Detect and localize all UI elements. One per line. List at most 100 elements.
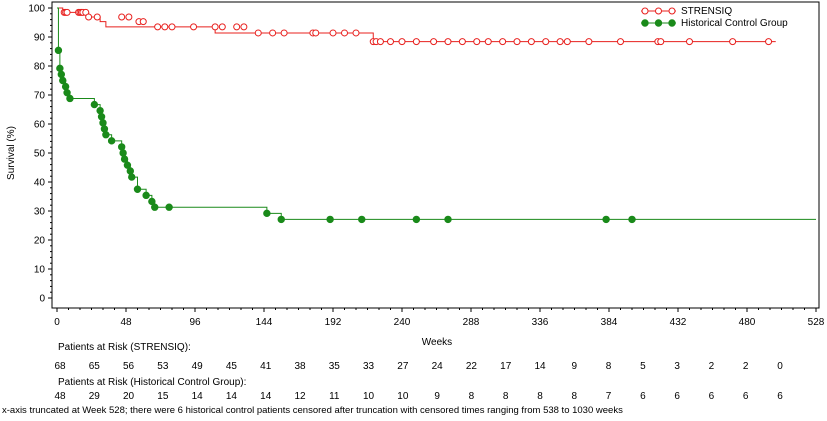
series-layer <box>54 7 816 224</box>
data-point <box>63 88 71 97</box>
x-tick-label: 0 <box>54 317 60 328</box>
axes: 0 10 20 30 40 50 60 70 80 90 100 0 48 96 144 192 240 288 3… <box>28 1 825 328</box>
data-point <box>102 131 110 139</box>
data-point <box>341 29 348 37</box>
risk-count-control: 14 <box>260 391 272 402</box>
x-tick-label: 96 <box>189 317 201 328</box>
data-point <box>59 76 67 85</box>
risk-count-strensiq: 14 <box>534 361 546 372</box>
data-point <box>263 209 271 218</box>
y-tick-label: 50 <box>34 149 46 160</box>
data-point <box>444 38 452 46</box>
risk-count-strensiq: 27 <box>397 361 409 372</box>
x-tick-label: 528 <box>808 317 825 328</box>
data-point <box>563 38 571 46</box>
data-point <box>254 29 262 37</box>
x-tick-label: 384 <box>601 317 618 328</box>
data-point <box>765 38 773 46</box>
data-point <box>358 215 366 224</box>
data-point <box>398 38 406 46</box>
data-point <box>686 38 693 46</box>
risk-count-control: 6 <box>777 391 783 402</box>
data-point <box>117 143 126 151</box>
risk-count-control: 15 <box>157 391 169 402</box>
risk-count-strensiq: 3 <box>674 361 680 372</box>
data-point <box>218 23 226 31</box>
data-point <box>280 29 288 37</box>
data-point <box>126 167 135 175</box>
data-point <box>585 38 593 46</box>
data-point <box>123 161 132 169</box>
data-point <box>148 197 156 206</box>
risk-title-control: Patients at Risk (Historical Control Gro… <box>58 377 246 388</box>
data-point <box>190 23 198 31</box>
data-point <box>240 23 248 31</box>
data-point <box>312 29 320 37</box>
data-point <box>329 29 337 37</box>
x-tick-label: 192 <box>325 317 342 328</box>
data-point <box>120 155 129 163</box>
data-point <box>142 191 150 200</box>
x-tick-label: 336 <box>532 317 549 328</box>
risk-count-control: 29 <box>89 391 101 402</box>
y-tick-label: 10 <box>34 265 46 276</box>
data-point <box>513 38 521 46</box>
data-point <box>277 215 285 224</box>
risk-count-strensiq: 8 <box>606 361 612 372</box>
legend-item-control: Historical Control Group <box>641 18 788 29</box>
data-point <box>54 46 63 55</box>
data-point <box>96 106 104 115</box>
risk-count-control: 20 <box>123 391 135 402</box>
risk-count-strensiq: 24 <box>432 361 444 372</box>
data-point <box>154 23 162 31</box>
risk-count-control: 12 <box>294 391 306 402</box>
data-point <box>57 70 66 79</box>
y-tick-label: 40 <box>34 178 46 189</box>
data-point <box>499 38 507 46</box>
risk-count-control: 6 <box>674 391 680 402</box>
risk-count-control: 7 <box>606 391 612 402</box>
y-tick-label: 0 <box>39 294 45 305</box>
footnote: x-axis truncated at Week 528; there were… <box>2 405 623 416</box>
data-point <box>97 113 106 121</box>
data-point <box>352 29 360 37</box>
legend-label-control: Historical Control Group <box>681 18 788 29</box>
data-point <box>458 38 466 46</box>
risk-count-control: 8 <box>503 391 509 402</box>
data-point <box>118 13 126 21</box>
data-point <box>133 185 142 193</box>
y-tick-label: 70 <box>34 91 46 102</box>
risk-count-strensiq: 38 <box>294 361 306 372</box>
data-point <box>85 13 93 21</box>
risk-count-control: 14 <box>192 391 204 402</box>
x-tick-label: 48 <box>120 317 132 328</box>
data-point <box>139 18 147 26</box>
data-point <box>211 23 219 31</box>
y-tick-label: 30 <box>34 207 46 218</box>
risk-count-strensiq: 2 <box>709 361 715 372</box>
data-point <box>93 13 101 21</box>
y-tick-label: 80 <box>34 62 46 73</box>
data-point <box>168 23 176 31</box>
data-point <box>602 215 610 224</box>
data-point <box>63 8 71 16</box>
risk-count-strensiq: 35 <box>329 361 341 372</box>
risk-count-strensiq: 5 <box>640 361 646 372</box>
data-point <box>412 215 421 224</box>
risk-count-strensiq: 22 <box>466 361 478 372</box>
risk-count-strensiq: 0 <box>777 361 783 372</box>
y-tick-label: 60 <box>34 120 46 131</box>
data-point <box>125 13 133 21</box>
risk-title-strensiq: Patients at Risk (STRENSIQ): <box>58 342 191 353</box>
data-point <box>527 38 535 46</box>
legend-item-strensiq: STRENSIQ <box>641 6 732 17</box>
data-point <box>61 82 70 91</box>
data-point <box>119 149 127 157</box>
risk-count-control: 6 <box>743 391 749 402</box>
risk-count-control: 8 <box>469 391 475 402</box>
data-point <box>657 38 665 46</box>
risk-count-control: 10 <box>363 391 375 402</box>
risk-count-control: 8 <box>572 391 578 402</box>
x-tick-label: 480 <box>739 317 756 328</box>
